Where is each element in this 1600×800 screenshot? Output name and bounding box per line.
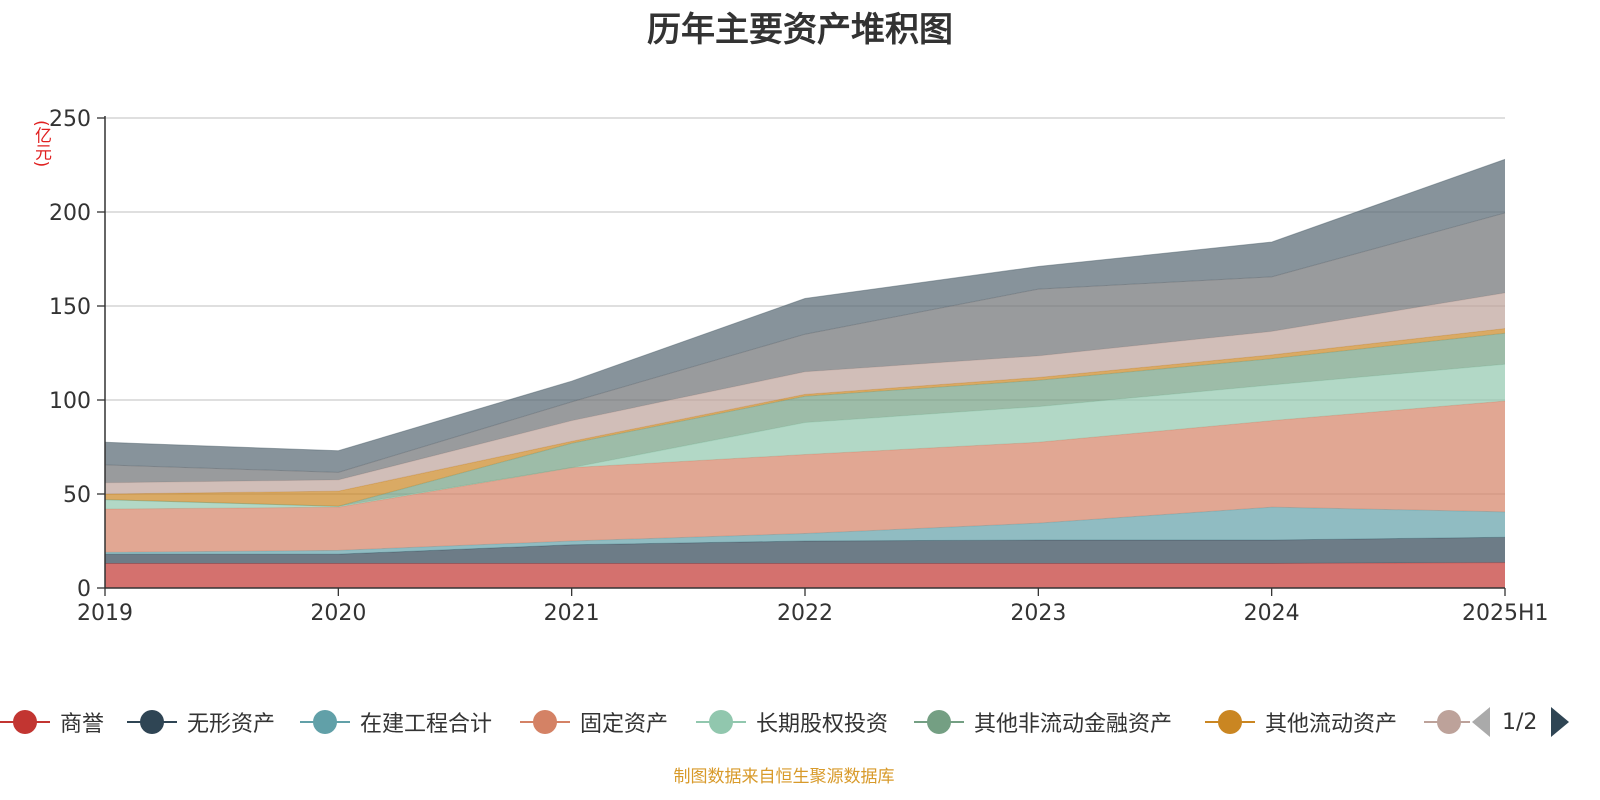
area-series-1 [105, 537, 1505, 564]
legend-label: 无形资产 [187, 712, 276, 737]
y-tick-label: 0 [77, 577, 91, 602]
legend-marker-icon [696, 707, 746, 737]
legend-label: 其他非流动金融资产 [974, 712, 1173, 737]
legend-item[interactable]: 商誉 [0, 700, 104, 744]
y-axis-unit: (亿元) [31, 120, 51, 168]
legend-item[interactable]: 其他非流动金融资产 [914, 700, 1172, 744]
legend-item[interactable]: 在建工程合计 [300, 700, 492, 744]
legend-next-page-icon[interactable] [1551, 707, 1570, 737]
x-tick-label: 2019 [77, 601, 133, 626]
legend-marker-icon [520, 707, 570, 737]
legend-item[interactable]: 长期股权投资 [696, 700, 888, 744]
area-series-9 [105, 159, 1505, 473]
legend-page-indicator: 1/2 [1502, 709, 1538, 735]
legend-marker-icon [0, 707, 50, 737]
legend-label: 其他流动资产 [1265, 712, 1398, 737]
legend: 商誉 无形资产 在建工程合计 固定资产 长期股权投资 其他非流动金融资产 其他流动资产 [0, 700, 1470, 744]
area-series-6 [105, 328, 1505, 507]
x-tick-label: 2021 [544, 601, 600, 626]
area-series-2 [105, 507, 1505, 555]
legend-item[interactable]: 其他流动资产 [1205, 700, 1397, 744]
area-series-7 [105, 292, 1505, 494]
legend-item[interactable]: 固定资产 [520, 700, 668, 744]
y-tick-label: 250 [49, 107, 91, 132]
area-line-9 [104, 158, 1506, 452]
y-tick-label: 100 [49, 389, 91, 414]
legend-label: 长期股权投资 [756, 712, 889, 737]
x-tick-label: 2020 [310, 601, 366, 626]
area-series-4 [105, 364, 1505, 510]
x-tick-label: 2023 [1010, 601, 1066, 626]
legend-marker-icon [914, 707, 964, 737]
legend-label: 固定资产 [580, 712, 669, 737]
legend-item[interactable] [1424, 700, 1470, 744]
y-tick-label: 200 [49, 201, 91, 226]
legend-marker-icon [127, 707, 177, 737]
y-tick-label: 150 [49, 295, 91, 320]
legend-pager: 1/2 [1472, 700, 1570, 744]
x-tick-label: 2022 [777, 601, 833, 626]
area-series-0 [105, 562, 1505, 588]
chart-title: 历年主要资产堆积图 [647, 10, 953, 50]
y-tick-label: 50 [63, 483, 91, 508]
legend-label: 在建工程合计 [360, 712, 493, 737]
area-series-5 [105, 333, 1505, 507]
legend-prev-page-icon[interactable] [1472, 707, 1490, 737]
legend-marker-icon [1205, 707, 1255, 737]
x-tick-label: 2025H1 [1462, 601, 1549, 626]
area-series-8 [105, 212, 1505, 483]
legend-marker-icon [1424, 707, 1470, 737]
x-tick-label: 2024 [1244, 601, 1300, 626]
legend-item[interactable]: 无形资产 [127, 700, 275, 744]
legend-label: 商誉 [60, 712, 105, 737]
data-source-note: 制图数据来自恒生聚源数据库 [673, 767, 895, 787]
area-series-3 [105, 400, 1505, 553]
legend-marker-icon [300, 707, 350, 737]
